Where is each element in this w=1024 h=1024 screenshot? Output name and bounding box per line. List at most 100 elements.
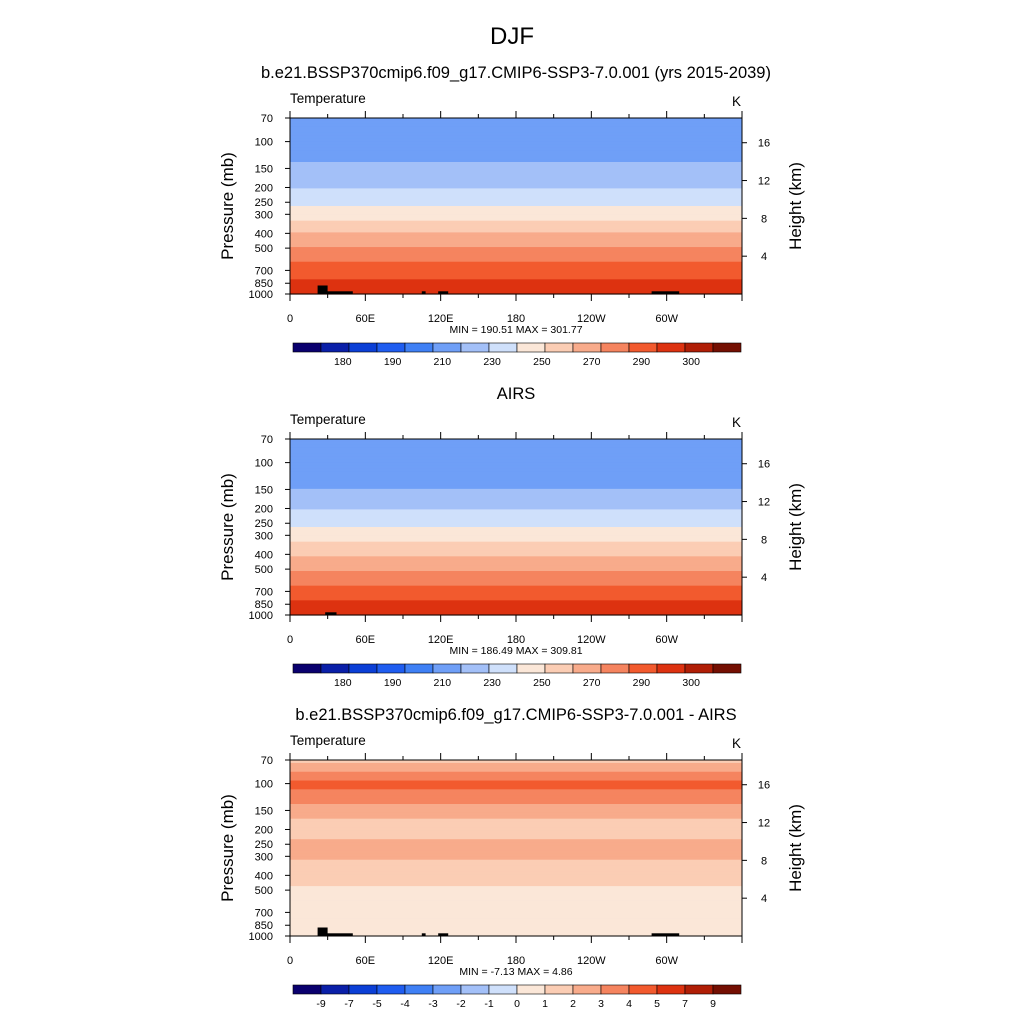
- contour-band: [290, 483, 742, 487]
- contour-band: [290, 856, 742, 861]
- contour-band: [290, 880, 742, 884]
- contour-band: [290, 889, 742, 893]
- x-tick-label: 180: [507, 955, 525, 967]
- contour-band: [290, 833, 742, 837]
- contour-band: [290, 535, 742, 540]
- contour-band: [290, 503, 742, 508]
- colorbar-box: [572, 342, 602, 353]
- x-tick-label: 0: [287, 313, 293, 325]
- x-tick-label: 120W: [577, 313, 606, 325]
- contour-band: [290, 453, 742, 458]
- y-tick-label: 400: [255, 228, 273, 240]
- colorbar-label: 270: [583, 677, 601, 689]
- y-tick-label: 850: [255, 920, 273, 932]
- y-tick-label: 1000: [249, 931, 273, 943]
- colorbar-box: [432, 984, 462, 995]
- topography-block: [325, 612, 337, 615]
- y-tick-label: 300: [255, 530, 273, 542]
- colorbar-box: [292, 663, 322, 674]
- y-tick-label: 400: [255, 870, 273, 882]
- y-tick-label: 200: [255, 182, 273, 194]
- contour-band: [290, 123, 742, 128]
- contour-band: [290, 777, 742, 782]
- contour-band: [290, 568, 742, 572]
- contour-band: [290, 255, 742, 260]
- contour-band: [290, 182, 742, 187]
- contour-band: [290, 471, 742, 475]
- colorbar-label: 270: [583, 356, 601, 368]
- contour-band: [290, 159, 742, 163]
- colorbar: 180 190 210 230 250 270 290 300: [292, 342, 742, 368]
- contour-band: [290, 144, 742, 148]
- colorbar-box: [348, 342, 378, 353]
- colorbar-box: [432, 663, 462, 674]
- contour-band: [290, 264, 742, 269]
- y2-tick-label: 12: [758, 818, 770, 830]
- y-tick-label: 500: [255, 243, 273, 255]
- y2-tick-label: 4: [761, 893, 767, 905]
- y-tick-label: 70: [261, 755, 273, 767]
- topography-block: [651, 291, 680, 294]
- topography-block: [438, 933, 449, 936]
- colorbar-box: [600, 663, 630, 674]
- contour-band: [290, 865, 742, 870]
- colorbar-box: [516, 984, 546, 995]
- colorbar-box: [320, 663, 350, 674]
- colorbar-label: -5: [372, 998, 381, 1010]
- contour-band: [290, 132, 742, 137]
- contour-band: [290, 894, 742, 899]
- contour-band: [290, 191, 742, 195]
- contour-band: [290, 447, 742, 452]
- contour-band: [290, 559, 742, 563]
- contour-band: [290, 830, 742, 834]
- colorbar-box: [348, 663, 378, 674]
- contour-band: [290, 485, 742, 490]
- contour-band: [290, 500, 742, 505]
- colorbar-box: [544, 984, 574, 995]
- colorbar-box: [600, 342, 630, 353]
- topography-block: [325, 291, 353, 294]
- contour-band: [290, 529, 742, 534]
- contour-band: [290, 795, 742, 799]
- panel-title: b.e21.BSSP370cmip6.f09_g17.CMIP6-SSP3-7.…: [295, 706, 736, 724]
- contour-band: [290, 250, 742, 254]
- x-tick-label: 120W: [577, 955, 606, 967]
- contour-band: [290, 553, 742, 557]
- y2-tick-label: 4: [761, 251, 767, 263]
- contour-band: [290, 441, 742, 446]
- contour-band: [290, 491, 742, 496]
- contour-band: [290, 164, 742, 169]
- contour-band: [290, 862, 742, 867]
- contour-band: [290, 153, 742, 157]
- y2-tick-label: 8: [761, 534, 767, 546]
- topography-block: [421, 291, 426, 294]
- y2-tick-label: 12: [758, 176, 770, 188]
- x-tick-label: 0: [287, 634, 293, 646]
- panel-1: b.e21.BSSP370cmip6.f09_g17.CMIP6-SSP3-7.…: [218, 64, 805, 368]
- contour-band: [290, 188, 742, 192]
- contour-band: [290, 465, 742, 469]
- y-tick-label: 150: [255, 484, 273, 496]
- page-title: DJF: [490, 23, 534, 50]
- units-label: K: [732, 736, 741, 751]
- colorbar-label: 2: [570, 998, 576, 1010]
- x-tick-label: 60E: [356, 313, 376, 325]
- contour-band: [290, 783, 742, 787]
- contour-band: [290, 603, 742, 607]
- contour-band: [290, 288, 742, 292]
- contour-band: [290, 906, 742, 911]
- y2-axis-label: Height (km): [786, 804, 805, 892]
- contour-band: [290, 594, 742, 598]
- contour-band: [290, 232, 742, 236]
- colorbar-box: [712, 984, 742, 995]
- colorbar-box: [460, 342, 490, 353]
- y-axis-label: Pressure (mb): [218, 794, 237, 902]
- colorbar-label: 300: [682, 356, 700, 368]
- contour-band: [290, 789, 742, 793]
- contour-band: [290, 241, 742, 245]
- colorbar-label: -9: [316, 998, 325, 1010]
- contour-band: [290, 170, 742, 175]
- contour-band: [290, 512, 742, 516]
- panels: b.e21.BSSP370cmip6.f09_g17.CMIP6-SSP3-7.…: [218, 64, 805, 1010]
